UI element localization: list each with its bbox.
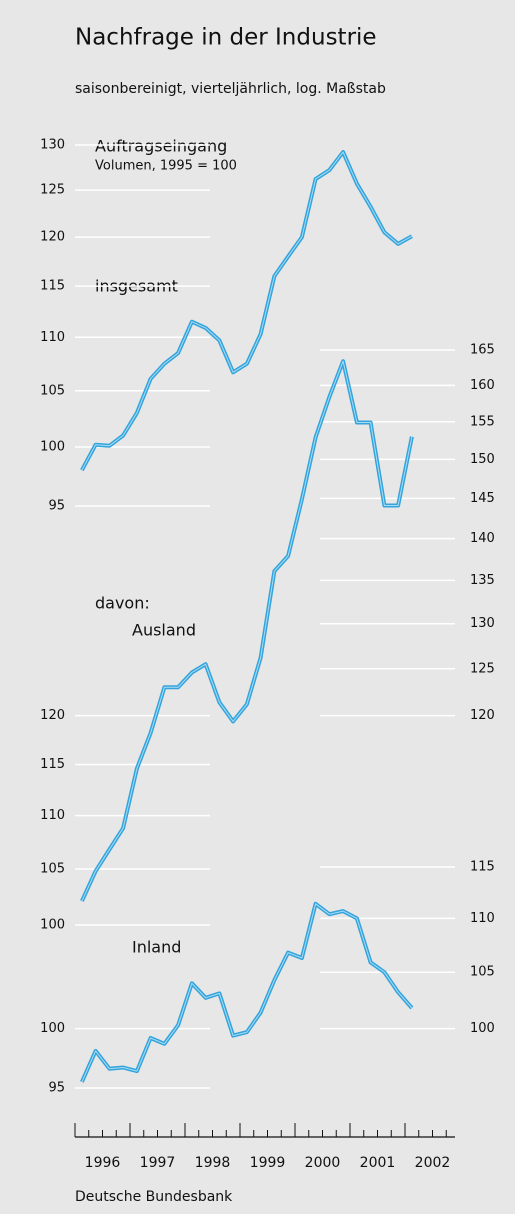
y-tick-label: 95 — [48, 499, 65, 514]
y-tick-label: 130 — [40, 138, 65, 153]
annotation: Auftragseingang — [95, 137, 227, 156]
y-tick-label: 105 — [40, 383, 65, 398]
y-tick-label: 105 — [40, 861, 65, 876]
chart-title: Nachfrage in der Industrie — [75, 25, 377, 51]
y-tick-label: 115 — [470, 860, 495, 875]
y-tick-label: 150 — [470, 452, 495, 467]
y-tick-label: 120 — [470, 708, 495, 723]
y-tick-label: 120 — [40, 230, 65, 245]
y-tick-label: 135 — [470, 573, 495, 588]
annotation: Volumen, 1995 = 100 — [95, 159, 237, 174]
y-tick-label: 160 — [470, 378, 495, 393]
y-tick-label: 100 — [40, 918, 65, 933]
y-tick-label: 100 — [40, 439, 65, 454]
line-highlight — [81, 360, 413, 902]
x-tick-label: 2000 — [305, 1155, 341, 1171]
x-tick-label: 2002 — [415, 1155, 451, 1171]
y-tick-label: 130 — [470, 616, 495, 631]
y-tick-label: 115 — [40, 757, 65, 772]
y-tick-label: 100 — [470, 1021, 495, 1036]
x-tick-label: 1997 — [140, 1155, 176, 1171]
series-label: Ausland — [132, 621, 196, 640]
y-tick-label: 110 — [40, 808, 65, 823]
y-tick-label: 105 — [470, 965, 495, 980]
y-tick-label: 125 — [40, 183, 65, 198]
annotation: davon: — [95, 594, 150, 613]
y-tick-label: 140 — [470, 531, 495, 546]
y-tick-label: 125 — [470, 661, 495, 676]
line-highlight — [81, 151, 413, 471]
x-tick-label: 2001 — [360, 1155, 396, 1171]
y-tick-label: 120 — [40, 708, 65, 723]
x-tick-label: 1998 — [195, 1155, 231, 1171]
series-label: Inland — [132, 938, 181, 957]
x-tick-label: 1996 — [85, 1155, 121, 1171]
y-tick-label: 110 — [470, 911, 495, 926]
chart-subtitle: saisonbereinigt, vierteljährlich, log. M… — [75, 81, 386, 97]
y-tick-label: 155 — [470, 414, 495, 429]
line-highlight — [81, 903, 413, 1083]
x-tick-label: 1999 — [250, 1155, 286, 1171]
y-tick-label: 145 — [470, 491, 495, 506]
y-tick-label: 100 — [40, 1021, 65, 1036]
y-tick-label: 110 — [40, 330, 65, 345]
y-tick-label: 115 — [40, 279, 65, 294]
y-tick-label: 95 — [48, 1081, 65, 1096]
y-tick-label: 165 — [470, 343, 495, 358]
source: Deutsche Bundesbank — [75, 1189, 233, 1205]
